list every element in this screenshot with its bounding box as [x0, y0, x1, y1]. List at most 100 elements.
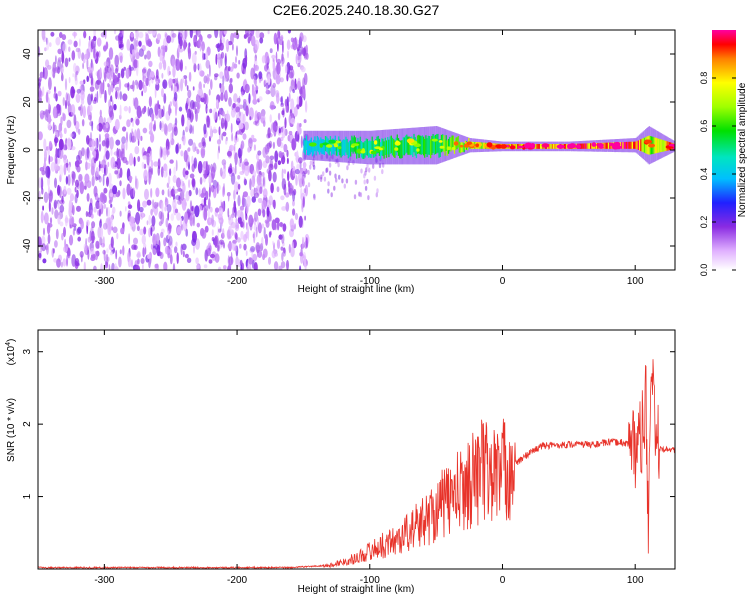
noise-speckle — [114, 263, 118, 270]
noise-speckle — [91, 230, 95, 244]
noise-speckle — [47, 122, 52, 131]
noise-speckle — [87, 66, 93, 74]
signal-band-core — [318, 139, 321, 155]
signal-band-core — [596, 143, 598, 149]
noise-speckle — [196, 264, 200, 269]
noise-speckle — [211, 214, 215, 227]
noise-speckle — [237, 194, 241, 207]
noise-speckle — [63, 154, 67, 164]
noise-speckle — [224, 89, 228, 99]
noise-speckle — [128, 175, 133, 181]
signal-band-core — [431, 135, 433, 155]
noise-speckle — [94, 80, 100, 90]
signal-band-blob — [556, 144, 565, 149]
noise-speckle — [275, 37, 279, 45]
noise-speckle — [228, 216, 234, 226]
noise-speckle — [203, 207, 208, 221]
noise-speckle — [167, 230, 170, 240]
noise-speckle — [187, 108, 192, 121]
noise-speckle — [176, 177, 181, 188]
noise-speckle — [151, 215, 156, 227]
signal-band-core — [370, 141, 372, 158]
noise-speckle — [262, 176, 265, 187]
noise-speckle — [119, 249, 122, 255]
noise-speckle — [299, 265, 302, 270]
noise-speckle — [111, 262, 115, 270]
noise-speckle — [280, 95, 283, 106]
noise-speckle — [189, 214, 194, 227]
noise-speckle — [123, 105, 129, 112]
noise-speckle — [71, 173, 74, 186]
signal-band-core — [462, 142, 464, 152]
noise-speckle — [66, 254, 69, 266]
noise-speckle — [119, 30, 122, 35]
noise-speckle — [61, 73, 64, 82]
noise-speckle — [143, 226, 147, 235]
noise-speckle — [137, 258, 140, 265]
noise-speckle — [107, 161, 110, 167]
noise-speckle — [52, 121, 55, 134]
noise-speckle — [134, 146, 140, 155]
noise-speckle — [236, 97, 241, 103]
noise-speckle — [267, 73, 271, 86]
noise-speckle — [180, 150, 184, 157]
noise-speckle — [219, 30, 223, 40]
noise-speckle — [265, 155, 270, 164]
noise-speckle — [54, 209, 59, 219]
noise-speckle — [226, 150, 232, 157]
noise-speckle — [73, 40, 78, 48]
noise-speckle — [218, 266, 222, 270]
noise-speckle — [186, 257, 192, 263]
noise-speckle — [323, 176, 327, 182]
noise-speckle — [44, 149, 47, 162]
noise-speckle — [74, 186, 77, 193]
signal-band-blob — [459, 144, 464, 148]
snr-frame — [37, 329, 676, 570]
noise-speckle — [257, 208, 262, 217]
noise-speckle — [133, 237, 138, 245]
noise-speckle — [248, 93, 251, 104]
signal-band-core — [537, 144, 539, 149]
noise-speckle — [236, 137, 239, 143]
noise-speckle — [39, 71, 44, 79]
signal-band-core — [322, 139, 324, 155]
signal-band-blob — [439, 145, 445, 149]
noise-speckle — [223, 30, 228, 35]
signal-band-core — [458, 141, 461, 153]
signal-band-core — [372, 140, 375, 158]
noise-speckle — [235, 56, 237, 64]
noise-speckle — [176, 252, 179, 264]
noise-speckle — [150, 188, 153, 198]
noise-speckle — [272, 240, 274, 246]
noise-speckle — [52, 248, 55, 254]
signal-band-core — [330, 140, 333, 156]
noise-speckle — [130, 186, 133, 197]
signal-band-core — [369, 140, 371, 158]
colorbar-tick-label: 0.6 — [699, 120, 709, 133]
noise-speckle — [253, 262, 258, 270]
noise-speckle — [104, 90, 107, 103]
noise-speckle — [265, 220, 270, 228]
signal-band-core — [585, 143, 587, 149]
noise-speckle — [173, 126, 178, 136]
noise-speckle — [173, 85, 178, 93]
noise-speckle — [261, 172, 265, 177]
noise-speckle — [302, 254, 305, 259]
noise-speckle — [144, 188, 149, 200]
noise-speckle — [136, 128, 141, 141]
signal-band-core — [661, 139, 664, 152]
noise-speckle — [39, 167, 45, 172]
noise-speckle — [261, 236, 264, 247]
noise-speckle — [113, 103, 117, 111]
noise-speckle — [164, 31, 167, 38]
noise-speckle — [69, 133, 74, 138]
noise-speckle — [119, 36, 123, 45]
noise-speckle — [148, 227, 152, 238]
noise-speckle — [140, 135, 143, 141]
snr-scale-note: (x104) — [5, 339, 17, 366]
signal-band-core — [404, 135, 407, 154]
noise-speckle — [255, 30, 260, 39]
noise-speckle — [193, 41, 197, 48]
signal-band-core — [391, 137, 394, 156]
noise-speckle — [234, 181, 239, 193]
